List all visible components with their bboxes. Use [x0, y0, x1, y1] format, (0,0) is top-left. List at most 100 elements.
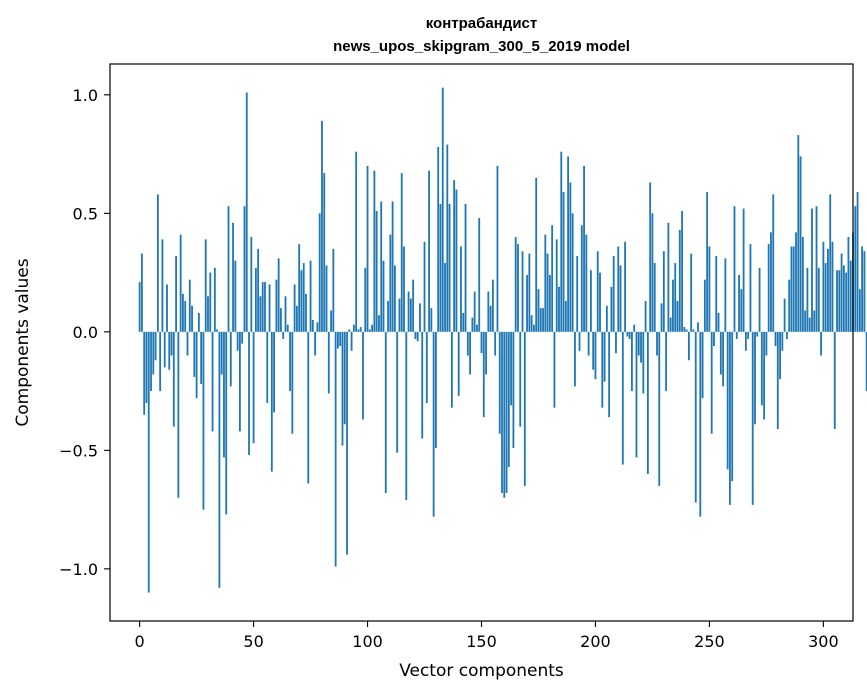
- bar: [318, 213, 321, 332]
- bar: [485, 331, 487, 375]
- bar: [378, 315, 380, 332]
- bar: [491, 279, 494, 332]
- bar: [815, 206, 818, 332]
- bar: [674, 263, 677, 332]
- y-axis: −1.0 −0.5 0.0 0.5 1.0: [59, 86, 110, 579]
- bar: [245, 92, 248, 332]
- bar: [788, 279, 791, 332]
- bar: [248, 331, 250, 456]
- bar: [453, 180, 456, 332]
- bar: [817, 267, 820, 332]
- x-tick-label: 150: [466, 632, 497, 651]
- bar: [628, 331, 631, 339]
- bar: [603, 331, 606, 382]
- bar: [694, 331, 697, 503]
- bar: [216, 329, 219, 332]
- bar: [763, 331, 766, 420]
- bar: [268, 284, 271, 332]
- bar: [277, 258, 280, 332]
- bar: [405, 331, 408, 501]
- bar: [827, 248, 829, 332]
- bar: [831, 241, 834, 332]
- bar: [567, 156, 570, 332]
- bar: [482, 331, 485, 418]
- bar: [505, 331, 508, 493]
- bar: [829, 194, 832, 332]
- bar: [672, 279, 674, 332]
- bar: [152, 331, 155, 375]
- bar: [660, 303, 663, 332]
- bar: [699, 331, 702, 517]
- bar: [528, 253, 531, 332]
- bar: [635, 331, 638, 458]
- bar: [701, 331, 704, 399]
- bar: [631, 331, 633, 392]
- bar: [227, 206, 230, 332]
- bar: [519, 331, 522, 427]
- bar: [195, 331, 198, 399]
- bar: [257, 248, 260, 332]
- bar: [756, 331, 759, 337]
- bar: [496, 165, 499, 332]
- bar: [717, 312, 720, 332]
- bar: [749, 244, 752, 332]
- bar: [553, 331, 556, 408]
- bar: [779, 331, 781, 380]
- x-axis-label: Vector components: [399, 661, 564, 681]
- bar: [824, 263, 827, 332]
- bar: [580, 225, 583, 332]
- bar: [350, 331, 353, 351]
- bar: [523, 331, 526, 486]
- bar: [708, 246, 711, 332]
- bar: [254, 267, 257, 332]
- bar: [772, 194, 775, 332]
- bar: [170, 331, 173, 356]
- bar: [425, 331, 428, 403]
- bar: [574, 331, 576, 387]
- bar: [316, 322, 319, 332]
- bar: [633, 324, 636, 332]
- bar: [530, 315, 533, 332]
- bar: [715, 255, 718, 332]
- bar: [719, 331, 722, 375]
- bar: [596, 251, 599, 332]
- bar: [225, 331, 228, 515]
- bar: [548, 274, 551, 332]
- bar: [576, 255, 579, 332]
- bar: [685, 329, 688, 332]
- bar: [535, 177, 538, 332]
- bar: [542, 308, 544, 332]
- bar: [236, 331, 239, 351]
- bar: [806, 267, 809, 332]
- bar: [797, 135, 800, 332]
- bar: [624, 241, 626, 332]
- bar: [161, 239, 164, 332]
- y-tick-label: 0.5: [73, 204, 98, 223]
- bar: [678, 229, 681, 332]
- bar: [218, 331, 221, 588]
- bar: [270, 331, 273, 472]
- bar: [398, 298, 401, 332]
- bar: [808, 317, 811, 332]
- bar: [186, 331, 189, 356]
- bar: [501, 331, 503, 493]
- bar: [150, 331, 152, 392]
- bar: [856, 191, 859, 332]
- bar: [147, 331, 150, 593]
- bar: [562, 191, 565, 332]
- bar: [466, 331, 469, 356]
- bar: [703, 279, 706, 332]
- bar: [833, 331, 836, 430]
- bar: [731, 331, 734, 482]
- bar: [159, 331, 162, 392]
- bar: [250, 237, 253, 332]
- bar: [366, 165, 369, 332]
- x-tick-label: 200: [580, 632, 611, 651]
- bar: [314, 331, 317, 356]
- bar: [738, 274, 740, 332]
- bar: [646, 331, 649, 475]
- x-tick-label: 300: [808, 632, 839, 651]
- y-tick-label: −0.5: [59, 441, 98, 460]
- bar: [765, 331, 768, 356]
- bar: [537, 289, 540, 332]
